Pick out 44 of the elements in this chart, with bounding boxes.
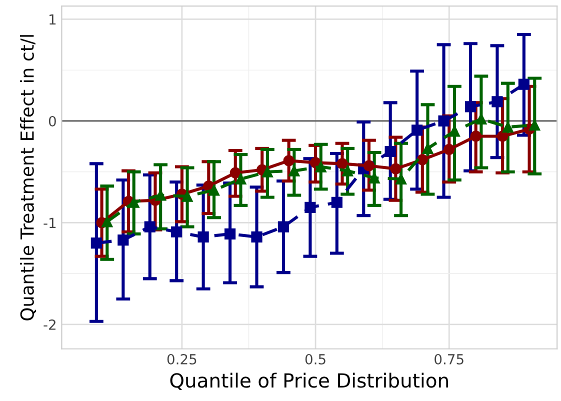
point	[502, 122, 514, 133]
point	[262, 166, 273, 178]
point	[90, 238, 102, 249]
point	[182, 190, 193, 202]
point	[144, 221, 156, 232]
point	[342, 165, 354, 176]
point	[464, 101, 476, 112]
point	[336, 158, 348, 170]
point	[235, 173, 246, 185]
point	[444, 144, 455, 156]
point	[363, 160, 375, 172]
point	[470, 130, 482, 142]
point	[288, 165, 300, 176]
y-axis-title: Quantile Treatment Effect in ct/l	[20, 35, 36, 320]
point	[283, 155, 294, 166]
point	[438, 115, 450, 127]
y-tick-label: 0	[48, 116, 56, 126]
point	[171, 226, 182, 238]
point	[208, 184, 220, 196]
x-axis-title: Quantile of Price Distribution	[170, 372, 448, 390]
point	[518, 78, 530, 90]
x-tick-label: 0.5	[305, 354, 326, 364]
point	[331, 196, 342, 208]
point	[278, 221, 290, 232]
y-tick-label: 1	[50, 14, 56, 25]
point	[251, 231, 262, 243]
x-tick-label: 0.75	[434, 354, 464, 364]
point	[304, 202, 316, 214]
point	[492, 96, 503, 108]
point	[412, 124, 423, 136]
point	[416, 154, 428, 166]
point	[102, 216, 113, 228]
point	[390, 163, 402, 174]
point	[128, 196, 140, 208]
point	[118, 234, 129, 246]
x-tick-label: 0.25	[167, 354, 196, 364]
point	[224, 228, 236, 240]
point	[230, 167, 241, 178]
y-tick-label: -2	[44, 319, 56, 330]
point	[198, 231, 209, 243]
point	[384, 146, 396, 158]
point	[315, 161, 326, 172]
y-tick-label: -1	[44, 218, 56, 228]
point	[497, 130, 508, 142]
